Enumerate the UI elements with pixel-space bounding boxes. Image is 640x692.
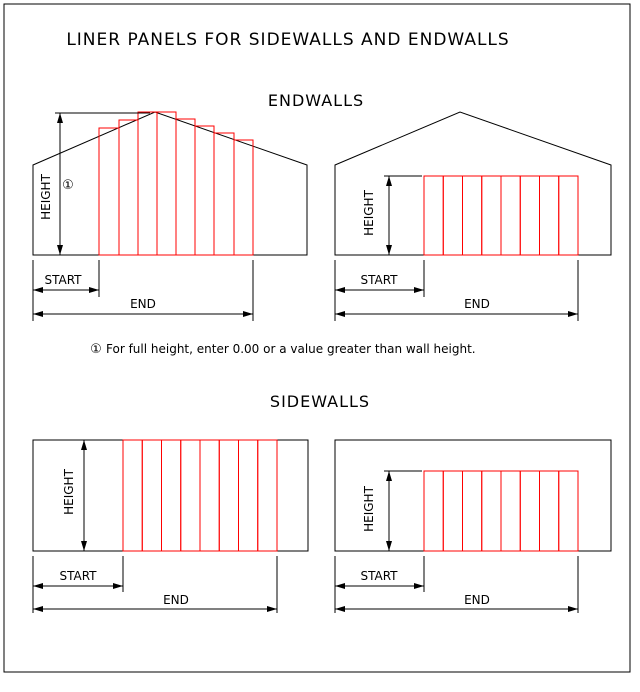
liner-panel <box>481 175 502 256</box>
arrow-down-icon <box>386 541 392 551</box>
height-label: HEIGHT <box>62 468 76 514</box>
liner-panel <box>199 439 220 552</box>
liner-panel <box>481 470 502 552</box>
note-marker-icon: ① <box>90 342 102 357</box>
page-title: LINER PANELS FOR SIDEWALLS AND ENDWALLS <box>66 30 509 50</box>
height-label: HEIGHT <box>362 485 376 531</box>
liner-panel <box>118 119 139 256</box>
liner-panel <box>423 470 444 552</box>
sidewall-right-diagram: HEIGHT START END <box>334 439 612 613</box>
page-border <box>3 3 631 673</box>
sidewall-right-outline <box>334 439 612 552</box>
liner-panel <box>175 118 196 256</box>
liner-panel <box>122 439 143 552</box>
footnote: ① For full height, enter 0.00 or a value… <box>90 342 475 357</box>
endwall-left-outline <box>32 111 308 256</box>
liner-panel <box>257 439 278 552</box>
end-label: END <box>163 593 189 607</box>
endwall-left-liner-panels <box>98 111 254 256</box>
start-label: START <box>360 569 398 583</box>
liner-panel <box>233 139 254 256</box>
liner-panel <box>218 439 239 552</box>
arrow-down-icon <box>57 245 63 255</box>
liner-panel <box>519 175 540 256</box>
liner-panel <box>98 127 120 256</box>
arrow-right-icon <box>243 311 253 317</box>
start-label: START <box>59 569 97 583</box>
endwall-right-diagram: HEIGHT START END <box>334 111 612 321</box>
start-label: START <box>44 273 82 287</box>
height-label: HEIGHT <box>39 173 53 219</box>
liner-panel <box>137 111 158 256</box>
arrow-left-icon <box>33 311 43 317</box>
sidewalls-heading: SIDEWALLS <box>270 392 370 411</box>
sidewall-right-liner-panels <box>423 470 579 552</box>
endwall-left-diagram: HEIGHT ① START END <box>32 111 308 321</box>
arrow-down-icon <box>386 245 392 255</box>
sidewall-left-diagram: HEIGHT START END <box>32 439 309 613</box>
arrow-left-icon <box>33 287 43 293</box>
arrow-left-icon <box>335 606 345 612</box>
note-marker-icon: ① <box>62 178 74 193</box>
liner-panel <box>156 111 177 256</box>
endwall-right-outline <box>334 111 612 256</box>
sidewall-left-liner-panels <box>122 439 278 552</box>
arrow-left-icon <box>33 606 43 612</box>
liner-panel <box>539 470 560 552</box>
arrow-left-icon <box>335 311 345 317</box>
arrow-up-icon <box>386 176 392 186</box>
liner-panel <box>442 175 463 256</box>
arrow-left-icon <box>335 287 345 293</box>
arrow-right-icon <box>414 287 424 293</box>
arrow-up-icon <box>386 471 392 481</box>
liner-panel <box>194 125 215 256</box>
liner-panel <box>423 175 444 256</box>
arrow-down-icon <box>81 541 87 551</box>
liner-panel <box>539 175 560 256</box>
arrow-right-icon <box>113 583 123 589</box>
liner-panel <box>462 175 483 256</box>
height-label: HEIGHT <box>362 189 376 235</box>
liner-panel <box>213 132 235 256</box>
liner-panel <box>500 175 521 256</box>
liner-panel <box>500 470 521 552</box>
end-label: END <box>464 297 490 311</box>
note-text: For full height, enter 0.00 or a value g… <box>106 342 476 356</box>
arrow-right-icon <box>414 583 424 589</box>
arrow-up-icon <box>57 113 63 123</box>
liner-panel <box>442 470 463 552</box>
arrow-right-icon <box>89 287 99 293</box>
liner-panel <box>180 439 201 552</box>
start-label: START <box>360 273 398 287</box>
endwall-right-liner-panels <box>423 175 579 256</box>
liner-panel <box>238 439 259 552</box>
arrow-right-icon <box>568 606 578 612</box>
arrow-left-icon <box>33 583 43 589</box>
arrow-up-icon <box>81 440 87 450</box>
liner-panel <box>519 470 540 552</box>
liner-panel <box>558 470 579 552</box>
end-label: END <box>464 593 490 607</box>
liner-panel <box>462 470 483 552</box>
arrow-left-icon <box>335 583 345 589</box>
arrow-right-icon <box>267 606 277 612</box>
endwalls-heading: ENDWALLS <box>268 91 364 110</box>
end-label: END <box>130 297 156 311</box>
arrow-right-icon <box>568 311 578 317</box>
liner-panel <box>141 439 162 552</box>
liner-panel <box>161 439 182 552</box>
liner-panel <box>558 175 579 256</box>
